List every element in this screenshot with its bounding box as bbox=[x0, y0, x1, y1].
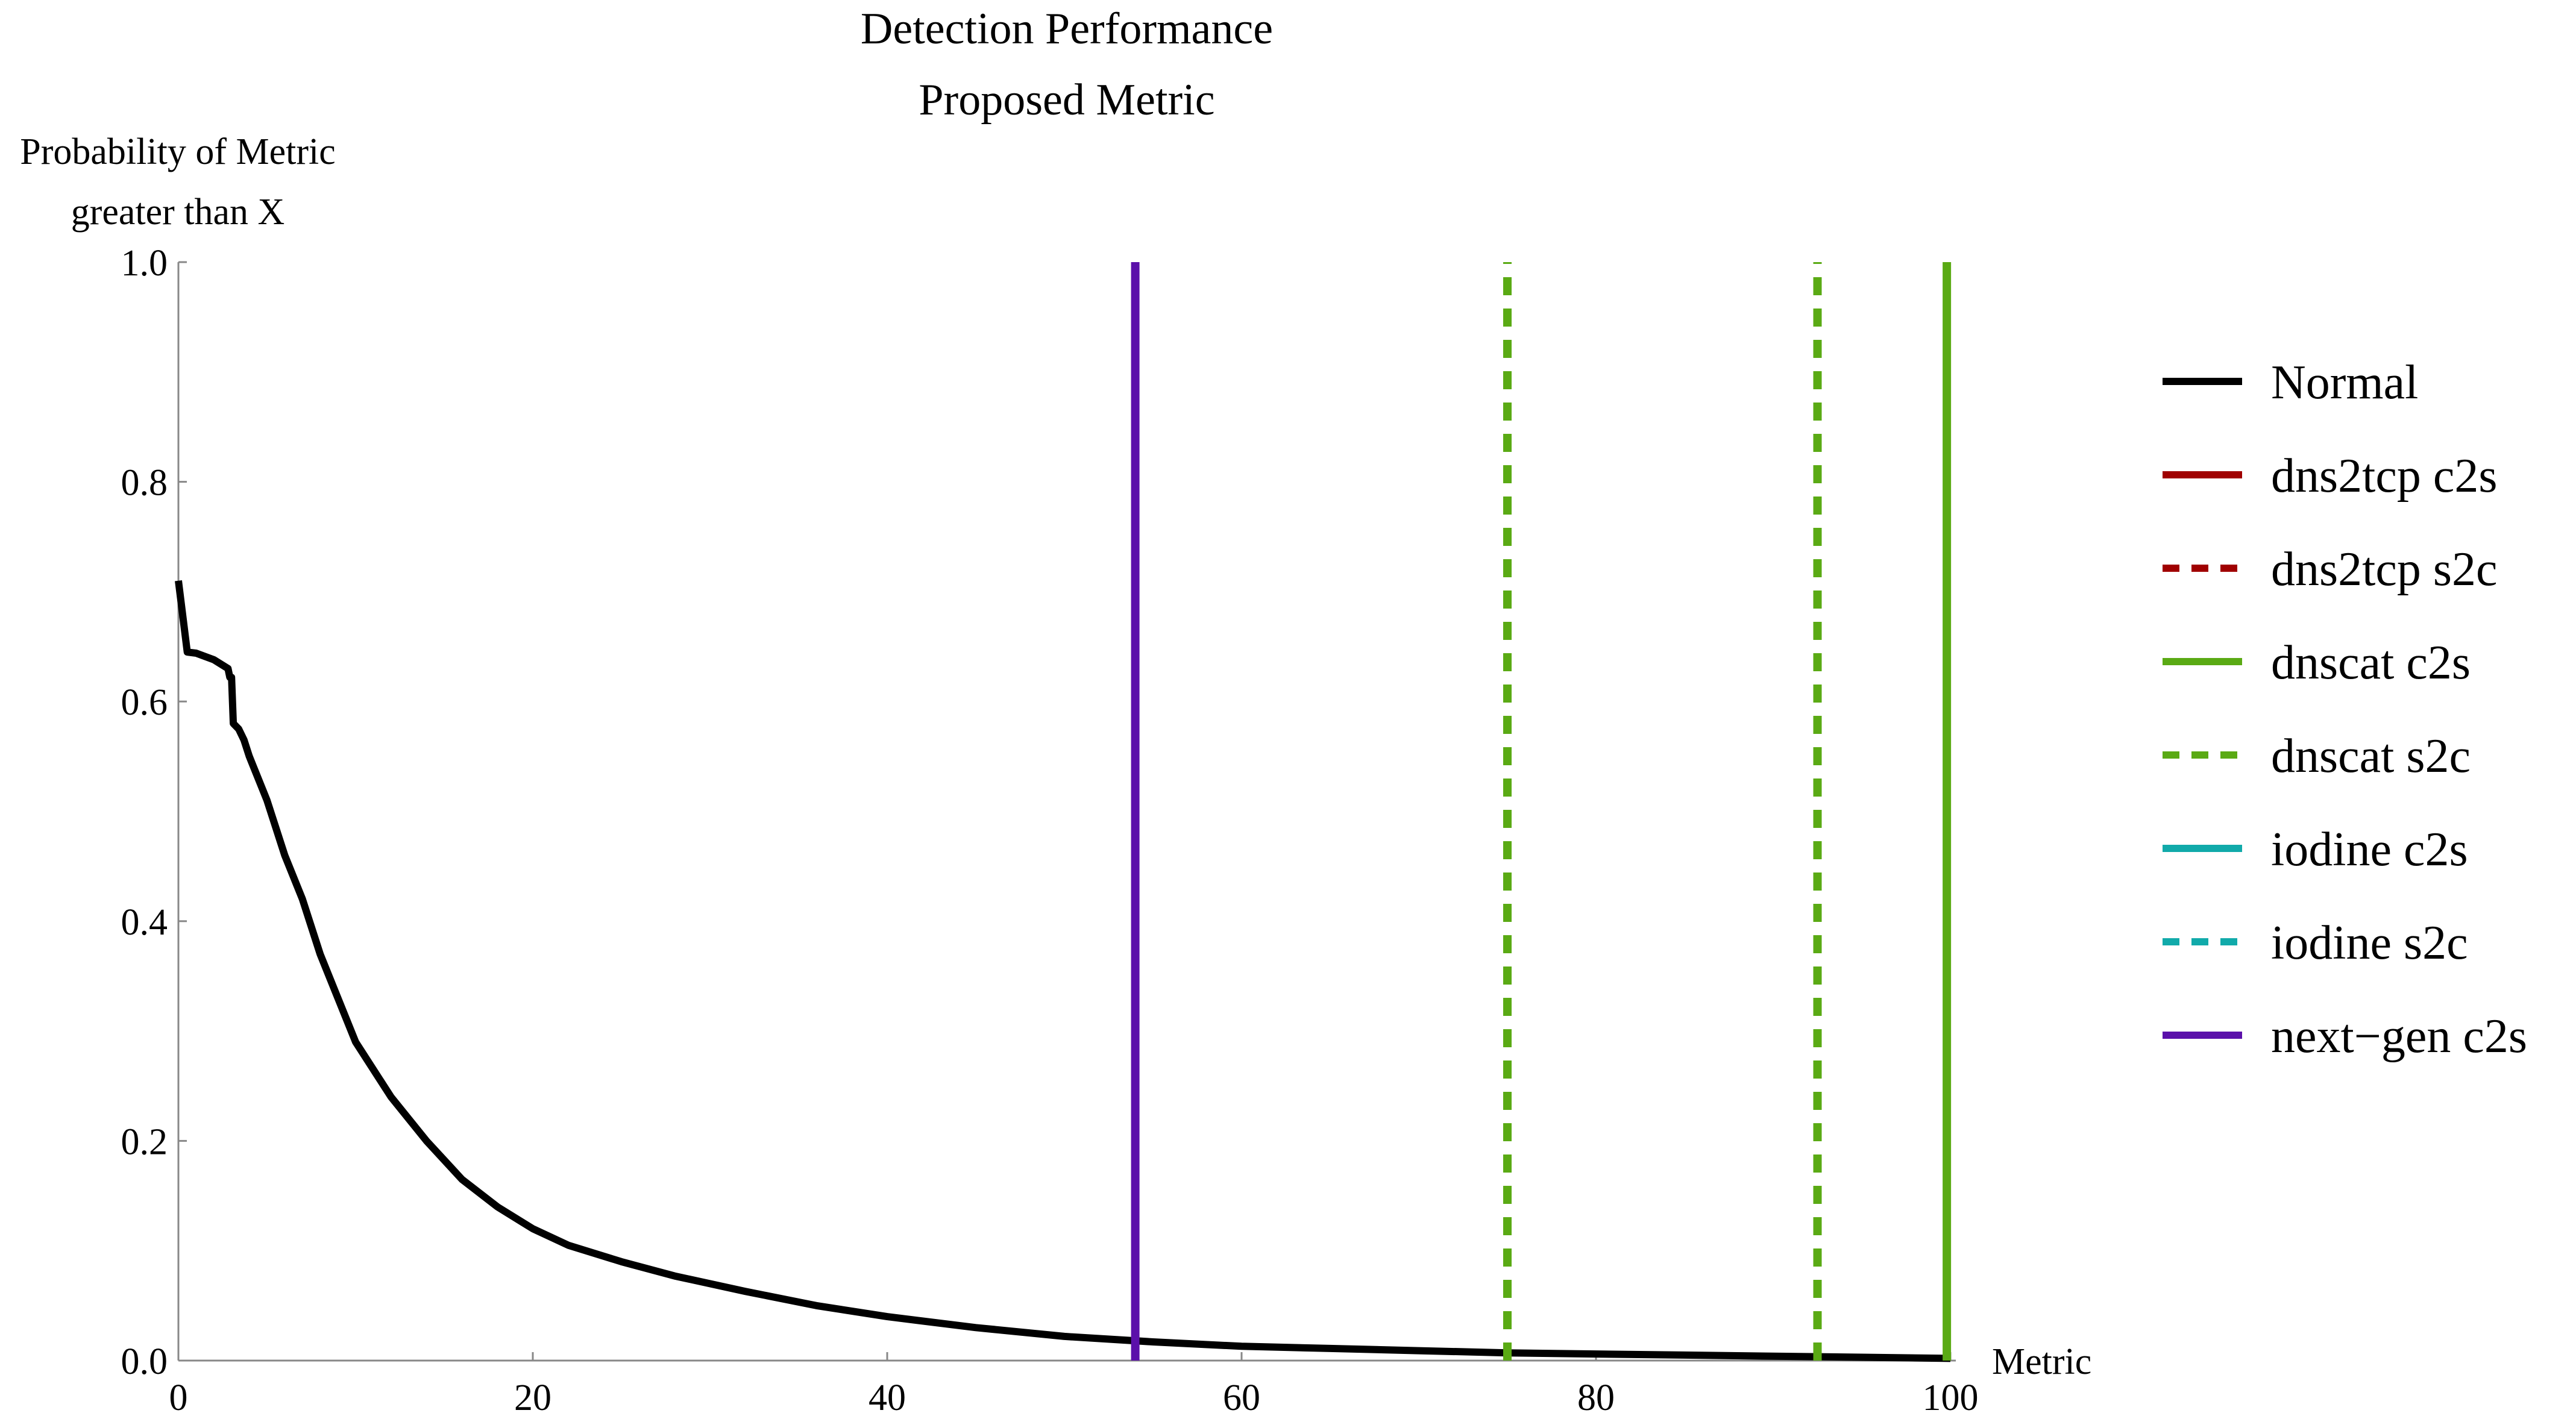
x-tick-label: 40 bbox=[869, 1377, 906, 1416]
series-line-normal bbox=[175, 580, 1951, 1362]
y-tick-label: 0.0 bbox=[121, 1341, 168, 1382]
legend-label: dnscat c2s bbox=[2271, 636, 2471, 689]
axis-ticks: 0 20 40 60 80 100 0.0 0.2 0.4 0.6 0.8 1.0 bbox=[121, 243, 1979, 1416]
x-tick-label: 0 bbox=[169, 1377, 188, 1416]
y-tick-label: 0.4 bbox=[121, 902, 168, 943]
legend-label: dns2tcp s2c bbox=[2271, 543, 2498, 596]
x-tick-label: 80 bbox=[1577, 1377, 1615, 1416]
legend: Normal dns2tcp c2s dns2tcp s2c dnscat c2s dn… bbox=[2163, 356, 2527, 1063]
x-tick-label: 60 bbox=[1223, 1377, 1260, 1416]
y-axis-title-line1: Probability of Metric bbox=[20, 131, 335, 172]
legend-label: dns2tcp c2s bbox=[2271, 450, 2498, 503]
y-tick-label: 0.6 bbox=[121, 682, 168, 723]
y-axis-title-line2: greater than X bbox=[71, 192, 285, 233]
plot-area bbox=[175, 262, 1952, 1362]
x-tick-label: 100 bbox=[1923, 1377, 1979, 1416]
x-axis-title: Metric bbox=[1992, 1341, 2091, 1382]
legend-label: next−gen c2s bbox=[2271, 1010, 2527, 1063]
y-tick-label: 0.8 bbox=[121, 463, 168, 504]
legend-label: Normal bbox=[2271, 356, 2418, 409]
y-tick-label: 0.2 bbox=[121, 1121, 168, 1162]
chart-title: Detection Performance bbox=[861, 4, 1273, 54]
legend-label: iodine c2s bbox=[2271, 823, 2468, 876]
legend-label: dnscat s2c bbox=[2271, 730, 2471, 783]
x-tick-label: 20 bbox=[514, 1377, 551, 1416]
legend-label: iodine s2c bbox=[2271, 916, 2468, 970]
chart-subtitle: Proposed Metric bbox=[919, 75, 1214, 125]
y-tick-label: 1.0 bbox=[121, 243, 168, 284]
